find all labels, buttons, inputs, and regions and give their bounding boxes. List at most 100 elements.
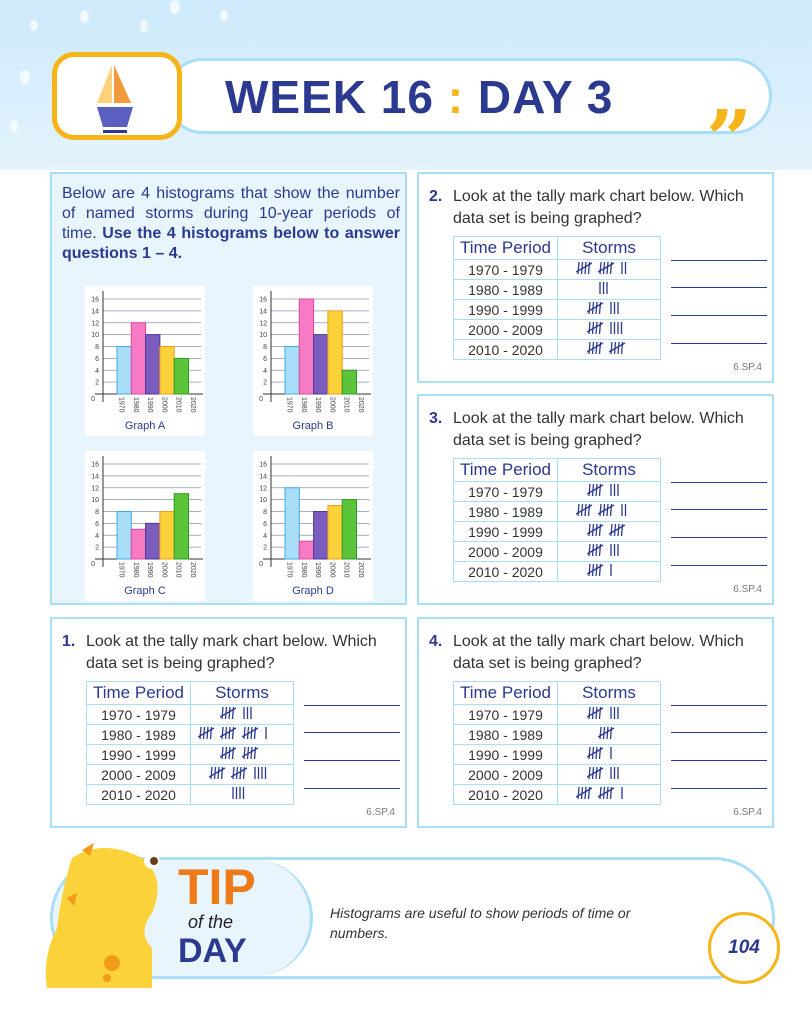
x-tick-label: 2000: [160, 562, 167, 578]
graph-title: Graph C: [124, 585, 166, 597]
table-row: 2010 - 2020: [453, 784, 661, 805]
question-text: 2. Look at the tally mark chart below. Wh…: [429, 188, 744, 227]
intro-text: Below are 4 histograms that show the num…: [62, 185, 400, 262]
time-period: 2010 - 2020: [453, 784, 558, 805]
storm-tally: [190, 744, 294, 765]
tally-table: Time Period Storms 1970 - 1979 1980 - 1989 1…: [453, 236, 661, 360]
storm-tally: [557, 481, 661, 502]
y-tick-label: 0: [91, 396, 95, 403]
tally-marks: [575, 786, 623, 800]
column-header: Time Period: [453, 236, 558, 260]
graph-title: Graph B: [293, 420, 334, 432]
storm-tally: [557, 764, 661, 785]
x-tick-label: 2000: [160, 397, 167, 413]
y-tick-label: 6: [263, 521, 267, 528]
y-tick-label: 0: [259, 561, 263, 568]
graph-c: 0 2 4 6 8 10 12 14 16 1970 1980 1990 2000 2010 2020 Gra…: [85, 451, 205, 601]
x-tick-label: 1980: [132, 562, 139, 578]
y-tick-label: 2: [95, 380, 99, 387]
answer-line[interactable]: [671, 732, 767, 733]
y-tick-label: 2: [95, 545, 99, 552]
answer-line[interactable]: [304, 760, 400, 761]
y-tick-label: 16: [91, 462, 99, 469]
storm-tally: [190, 784, 294, 805]
column-header: Storms: [557, 236, 661, 260]
tally-marks: [586, 321, 623, 335]
graph-title: Graph D: [292, 585, 334, 597]
storm-tally: [557, 339, 661, 360]
table-row: 1970 - 1979: [86, 704, 294, 725]
storm-tally: [557, 704, 661, 725]
answer-line[interactable]: [671, 760, 767, 761]
tally-table: Time Period Storms 1970 - 1979 1980 - 1989 1…: [86, 681, 294, 805]
x-tick-label: 2010: [343, 562, 350, 578]
tally-marks: [586, 746, 612, 760]
answer-line[interactable]: [671, 565, 767, 566]
standard-code: 6.SP.4: [733, 584, 762, 595]
column-header: Time Period: [453, 458, 558, 482]
y-tick-label: 6: [263, 356, 267, 363]
x-tick-label: 2000: [328, 397, 335, 413]
sailboat-icon: [97, 65, 133, 133]
answer-line[interactable]: [304, 705, 400, 706]
histogram-bar: [341, 369, 357, 395]
standard-code: 6.SP.4: [366, 807, 395, 818]
table-row: 2010 - 2020: [86, 784, 294, 805]
page-number: 104: [708, 912, 780, 984]
table-row: 1990 - 1999: [453, 521, 661, 542]
time-period: 1970 - 1979: [86, 704, 191, 725]
y-tick-label: 14: [259, 308, 267, 315]
y-tick-label: 4: [263, 533, 267, 540]
answer-line[interactable]: [671, 482, 767, 483]
answer-line[interactable]: [304, 788, 400, 789]
y-tick-label: 12: [91, 320, 99, 327]
tally-marks: [232, 787, 245, 799]
x-tick-label: 1980: [300, 562, 307, 578]
graph-b: 0 2 4 6 8 10 12 14 16 1970 1980 1990 2000 2010 2020 Gra…: [253, 286, 373, 436]
storm-tally: [557, 319, 661, 340]
time-period: 1990 - 1999: [86, 744, 191, 765]
answer-line[interactable]: [671, 287, 767, 288]
storm-tally: [557, 279, 661, 300]
storm-tally: [557, 541, 661, 562]
storm-tally: [190, 724, 294, 745]
tally-table: Time Period Storms 1970 - 1979 1980 - 1989 1…: [453, 458, 661, 582]
histogram-bar: [159, 346, 175, 395]
time-period: 1970 - 1979: [453, 704, 558, 725]
tally-marks: [586, 483, 619, 497]
table-row: 1990 - 1999: [453, 299, 661, 320]
tally-marks: [575, 503, 627, 517]
x-tick-label: 2010: [343, 397, 350, 413]
y-tick-label: 6: [95, 521, 99, 528]
x-tick-label: 2020: [189, 397, 196, 413]
histogram-bar: [298, 298, 315, 395]
answer-line[interactable]: [671, 537, 767, 538]
y-tick-label: 6: [95, 356, 99, 363]
table-row: 2000 - 2009: [453, 319, 661, 340]
y-tick-label: 0: [259, 396, 263, 403]
y-tick-label: 2: [263, 545, 267, 552]
storm-tally: [557, 561, 661, 582]
time-period: 1980 - 1989: [453, 279, 558, 300]
x-tick-label: 2000: [328, 562, 335, 578]
histogram-bar: [327, 505, 343, 560]
question-3: 3. Look at the tally mark chart below. Wh…: [417, 394, 774, 605]
table-row: 1970 - 1979: [453, 481, 661, 502]
tally-marks: [599, 282, 608, 294]
y-tick-label: 8: [263, 344, 267, 351]
y-tick-label: 10: [91, 332, 99, 339]
answer-line[interactable]: [671, 343, 767, 344]
tally-marks: [219, 746, 259, 760]
x-tick-label: 1970: [118, 562, 125, 578]
answer-line[interactable]: [671, 509, 767, 510]
time-period: 1980 - 1989: [453, 724, 558, 745]
answer-line[interactable]: [671, 705, 767, 706]
question-text: 1. Look at the tally mark chart below. Wh…: [62, 633, 377, 672]
x-tick-label: 2020: [357, 397, 364, 413]
y-tick-label: 10: [259, 332, 267, 339]
answer-line[interactable]: [671, 788, 767, 789]
answer-line[interactable]: [304, 732, 400, 733]
answer-line[interactable]: [671, 260, 767, 261]
answer-line[interactable]: [671, 315, 767, 316]
storm-tally: [557, 744, 661, 765]
